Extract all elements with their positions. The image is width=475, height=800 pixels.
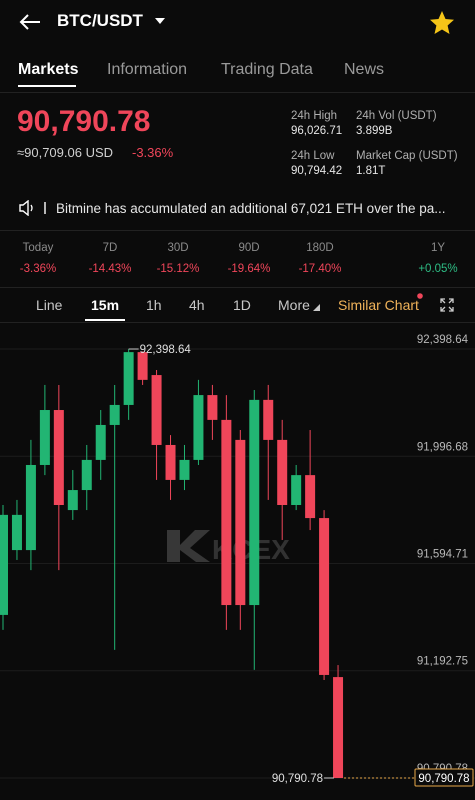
period-change: -15.12% [156, 263, 200, 275]
fullscreen-button[interactable] [440, 298, 454, 312]
ticker-icon [19, 200, 46, 216]
last-price-box [414, 768, 474, 787]
candle-body [109, 404, 120, 425]
candle-body [11, 514, 22, 551]
period-label: 7D [102, 242, 118, 254]
stat-value: 90,794.42 [291, 165, 343, 177]
stat-value: 96,026.71 [291, 125, 343, 137]
interval[interactable]: More [278, 297, 310, 313]
interval[interactable]: 1D [233, 297, 251, 313]
y-tick-label: 92,398.64 [417, 334, 469, 346]
period-change: -19.64% [227, 263, 271, 275]
interval[interactable]: 4h [189, 297, 205, 313]
stat-value: 3.899B [356, 125, 393, 137]
candle-body [249, 399, 260, 606]
tab[interactable]: News [344, 61, 385, 78]
last-price-label: 90,790.78 [418, 773, 469, 785]
low-label: 90,790.78 [272, 773, 323, 785]
tab-underline [18, 85, 76, 87]
candle-body [193, 395, 204, 460]
tab[interactable]: Markets [18, 61, 79, 78]
candle-body [151, 375, 162, 445]
candle-body [291, 475, 302, 505]
stat-label: Market Cap (USDT) [356, 150, 458, 162]
candle-body [81, 459, 92, 491]
period-change: -3.36% [19, 263, 57, 275]
candle-body [305, 475, 316, 519]
candle-body [277, 439, 288, 505]
candle-body [221, 419, 232, 606]
divider [0, 287, 475, 288]
interval[interactable]: 15m [91, 297, 120, 313]
period-label: 90D [238, 242, 260, 254]
divider [0, 92, 475, 93]
candle-body [0, 514, 8, 615]
news-ticker[interactable]: Bitmine has accumulated an additional 67… [56, 201, 446, 216]
last-price: 90,790.78 [17, 105, 151, 138]
symbol-caret[interactable] [154, 17, 166, 25]
interval[interactable]: Similar Chart [338, 297, 419, 313]
tab[interactable]: Information [107, 61, 188, 78]
candle-body [235, 439, 246, 606]
candle-body [95, 424, 106, 460]
candle-body [207, 395, 218, 420]
candle-body [319, 518, 330, 675]
y-tick-label: 91,594.71 [417, 549, 468, 561]
y-tick-label: 91,996.68 [417, 441, 468, 453]
tab[interactable]: Trading Data [221, 61, 313, 78]
candle-body [263, 399, 274, 440]
high-label: 92,398.64 [140, 344, 192, 356]
stat-label: 24h Low [291, 150, 335, 162]
period-label: Today [22, 242, 54, 254]
stat-label: 24h Vol (USDT) [356, 110, 437, 122]
candle-body [165, 444, 176, 480]
period-label: 30D [167, 242, 189, 254]
candle-body [333, 677, 344, 778]
watermark-logo [167, 530, 210, 562]
favorite-star[interactable] [429, 10, 455, 36]
more-caret [313, 304, 320, 311]
candle-body [137, 352, 148, 380]
y-tick-label: 91,192.75 [417, 656, 468, 668]
period-change: -14.43% [88, 263, 132, 275]
period-change: -17.40% [298, 263, 342, 275]
period-label: 180D [306, 242, 334, 254]
price-change: -3.36% [132, 145, 174, 160]
stat-value: 1.81T [356, 165, 386, 177]
period-change: +0.05% [418, 263, 458, 275]
interval[interactable]: Line [36, 297, 63, 313]
candle-body [39, 410, 50, 465]
divider [0, 322, 475, 323]
period-label: 1Y [430, 242, 446, 254]
stat-label: 24h High [291, 110, 338, 122]
usd-price: ≈90,709.06 USD [17, 145, 114, 160]
candle-body [179, 459, 190, 480]
notice-dot [417, 293, 423, 299]
back-button[interactable] [18, 12, 42, 32]
interval-underline [85, 319, 125, 321]
candle-body [67, 490, 78, 511]
symbol[interactable]: BTC/USDT [57, 11, 143, 30]
candle-body [25, 464, 36, 551]
divider [0, 230, 475, 231]
candle-body [53, 410, 64, 505]
candle-body [123, 352, 134, 405]
interval[interactable]: 1h [146, 297, 162, 313]
